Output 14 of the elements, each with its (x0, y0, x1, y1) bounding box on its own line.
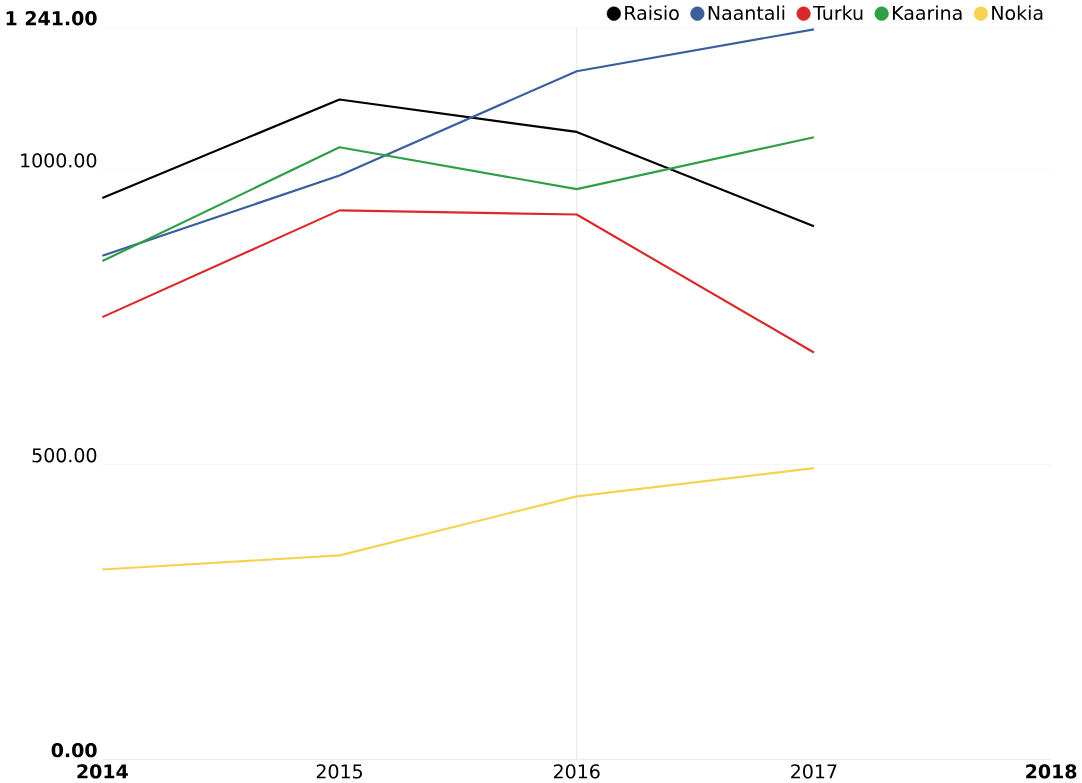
y-tick-label: 1000.00 (21, 153, 97, 168)
legend-label: Kaarina (893, 5, 962, 21)
legend-label: Turku (813, 5, 863, 21)
x-tick-label: 2017 (791, 764, 837, 779)
y-tick-label: 0.00 (51, 742, 97, 758)
y-tick-label: 1 241.00 (6, 11, 97, 26)
legend-label: Naantali (708, 5, 785, 21)
y-tick-label: 500.00 (32, 448, 97, 463)
legend-label: Raisio (625, 5, 679, 21)
x-tick-label: 2014 (77, 764, 128, 779)
x-tick-label: 2015 (316, 764, 362, 779)
x-tick-label: 2018 (1026, 764, 1077, 779)
legend-label: Nokia (992, 5, 1043, 21)
x-tick-label: 2016 (553, 764, 600, 779)
